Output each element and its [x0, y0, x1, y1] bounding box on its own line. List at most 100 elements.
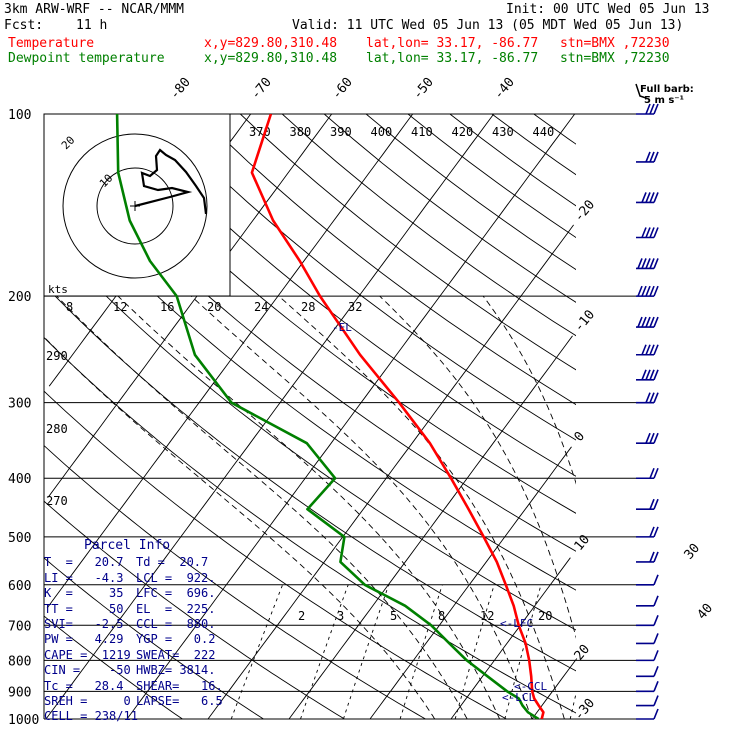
- el-marker: -EL: [332, 321, 352, 334]
- wind-barb-flag: [645, 344, 651, 356]
- parcel-param-left: CIN = -50: [44, 663, 131, 678]
- theta-label: 420: [452, 125, 474, 139]
- wind-barbs: [635, 83, 659, 720]
- mixing-ratio-label: 20: [207, 300, 221, 314]
- dry-adiabat-line: [365, 114, 576, 271]
- pressure-tick-label: 500: [8, 531, 31, 546]
- mixing-ratio-line: [454, 584, 495, 719]
- mixing-ratio-label: 12: [480, 609, 494, 623]
- dry-adiabat-line: [72, 114, 576, 514]
- isotherm-label: -10: [572, 307, 599, 335]
- mixing-ratio-label: 12: [113, 300, 127, 314]
- parcel-param-right: SWEAT= 222: [136, 647, 216, 662]
- dry-adiabat-line: [44, 500, 346, 719]
- pressure-tick-label: 600: [8, 579, 31, 594]
- parcel-info-row: SVI= -2.5 CCL = 880.: [44, 617, 230, 632]
- wind-barb-flag: [649, 498, 655, 510]
- temperature-legend: Temperature: [8, 36, 95, 51]
- pressure-tick-label: 100: [8, 108, 31, 123]
- mixing-ratio-line: [342, 584, 390, 719]
- isotherm-label: -40: [491, 75, 518, 103]
- isotherm-line: [47, 113, 333, 498]
- mixing-ratio-line: [230, 584, 284, 719]
- wind-barb-flag: [645, 392, 651, 403]
- parcel-param-left: CELL = 238/11: [44, 709, 138, 724]
- wind-barb-flag: [637, 316, 643, 328]
- parcel-info-row: CIN = -50 HWBZ= 3814.: [44, 663, 230, 678]
- wind-barb-flag: [649, 432, 655, 444]
- wind-barb-flag: [641, 258, 647, 269]
- hodograph-units: kts: [48, 283, 68, 296]
- wind-barb-flag: [645, 432, 651, 444]
- dry-adiabat-line: [155, 114, 576, 441]
- isotherm-label: 30: [682, 541, 704, 563]
- dry-adiabat-line: [44, 180, 576, 591]
- parcel-param-right: CCL = 880.: [136, 617, 216, 632]
- dry-adiabat-line: [449, 114, 576, 207]
- wind-barb-flag: [653, 192, 659, 203]
- dry-adiabat-line: [44, 231, 576, 631]
- wind-barb-flag: [653, 258, 659, 269]
- wind-barb-flag: [649, 526, 655, 538]
- mixing-ratio-label: 5: [390, 609, 397, 623]
- wind-barb-flag: [649, 192, 655, 203]
- dry-adiabat-line: [407, 114, 576, 239]
- dry-adiabat-line: [113, 114, 576, 477]
- wind-barb-flag: [641, 316, 647, 328]
- wind-barb-flag: [649, 551, 655, 563]
- pressure-tick-label: 300: [8, 397, 31, 412]
- wind-barb-flag: [653, 344, 659, 356]
- wind-barb-flag: [653, 369, 659, 381]
- parcel-param-right: LAPSE= 6.5: [136, 694, 223, 709]
- dry-adiabat-line: [197, 114, 576, 406]
- wind-barb-flag: [649, 392, 655, 403]
- wind-barb-flag: [653, 392, 659, 403]
- isotherm-line: [207, 224, 574, 720]
- pressure-tick-label: 700: [8, 619, 31, 634]
- hodograph-ring: [96, 167, 174, 245]
- parcel-info-row: CELL = 238/11: [44, 709, 230, 724]
- init-time: Init: 00 UTC Wed 05 Jun 13: [506, 2, 710, 17]
- dry-adiabat-line: [44, 557, 265, 719]
- mixing-ratio-label: 32: [348, 300, 362, 314]
- pressure-tick-label: 800: [8, 654, 31, 669]
- parcel-info-row: CAPE = 1219 SWEAT= 222: [44, 648, 230, 663]
- wind-barb-flag: [637, 285, 643, 297]
- wind-barb-flag: [653, 614, 659, 626]
- parcel-info-title: Parcel Info: [84, 538, 171, 553]
- dry-adiabat-line: [491, 114, 576, 176]
- parcel-param-left: PW = 4.29: [44, 632, 124, 647]
- model-title: 3km ARW-WRF -- NCAR/MMM: [4, 2, 185, 17]
- moist-adiabat-line: [117, 295, 501, 719]
- wind-barb-flag: [653, 574, 659, 586]
- theta-label: 430: [492, 125, 514, 139]
- theta-e-label: 280: [46, 422, 68, 436]
- valid-time: Valid: 11 UTC Wed 05 Jun 13 (05 MDT Wed …: [292, 18, 684, 33]
- isotherm-line: [46, 113, 414, 609]
- isotherm-line: [288, 335, 573, 720]
- parcel-param-right: SHEAR= 16.: [136, 678, 223, 693]
- parcel-param-right: LCL = 922.: [136, 570, 216, 585]
- wind-barb-flag: [649, 316, 655, 328]
- wind-barb-flag: [653, 650, 659, 661]
- hodograph-ring: [62, 133, 208, 279]
- sounding-traces: [115, 114, 545, 719]
- mixing-ratio-label: 3: [337, 609, 344, 623]
- wind-barb-flag: [649, 344, 655, 356]
- dry-adiabat-line: [44, 444, 427, 719]
- forecast-label: Fcst:: [4, 18, 44, 33]
- wind-barb-flag: [641, 344, 647, 356]
- pressure-tick-label: 900: [8, 685, 31, 700]
- dewpoint-station: stn=BMX ,72230: [560, 51, 670, 66]
- wind-barb-flag: [649, 467, 655, 479]
- dry-adiabat-line: [44, 390, 508, 719]
- theta-label: 400: [371, 125, 393, 139]
- parcel-param-right: YGP = 0.2: [136, 632, 216, 647]
- hodograph-trace: [134, 148, 208, 215]
- dry-adiabat-line: [44, 615, 184, 719]
- parcel-param-left: LI = -4.3: [44, 570, 124, 585]
- wind-barb-flag: [653, 695, 659, 706]
- parcel-info-row: K = 35 LFC = 696.: [44, 586, 230, 601]
- wind-barb-flag: [649, 227, 655, 238]
